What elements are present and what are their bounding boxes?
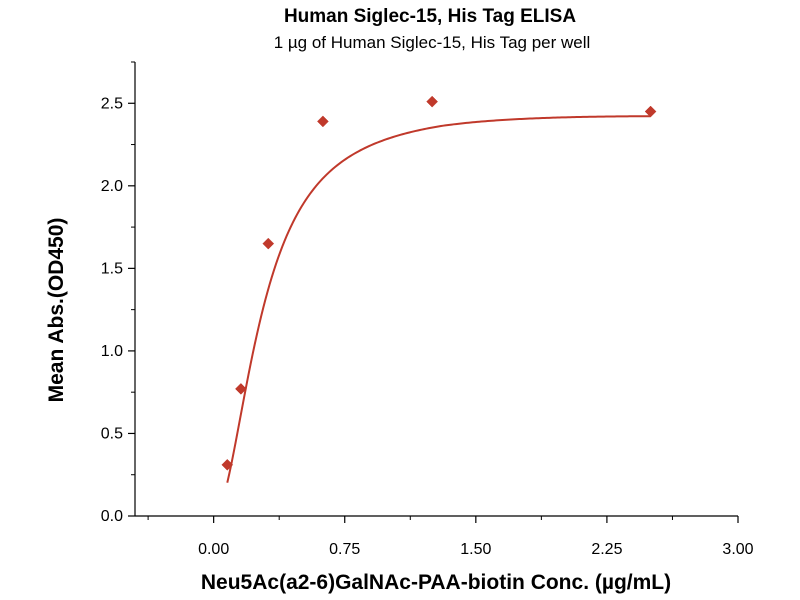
data-point <box>235 383 247 395</box>
chart-title: Human Siglec-15, His Tag ELISA <box>284 6 576 27</box>
y-tick-label: 1.5 <box>101 260 123 277</box>
y-tick-label: 2.5 <box>101 95 123 112</box>
chart-subtitle: 1 µg of Human Siglec-15, His Tag per wel… <box>274 33 591 52</box>
data-point <box>644 105 657 118</box>
x-tick-label: 2.25 <box>591 541 622 558</box>
x-tick-label: 1.50 <box>460 541 491 558</box>
x-ticks: 0.00 0.75 1.50 2.25 3.00 <box>147 516 754 558</box>
data-point <box>221 458 234 471</box>
y-tick-label: 1.0 <box>101 343 123 360</box>
x-tick-label: 3.00 <box>722 541 753 558</box>
y-tick-label: 0.5 <box>101 425 123 442</box>
data-point <box>262 237 275 250</box>
y-tick-label: 0.0 <box>101 508 123 525</box>
data-point <box>426 95 438 108</box>
series <box>221 95 657 483</box>
x-tick-label: 0.75 <box>329 541 360 558</box>
y-tick-label: 2.0 <box>101 178 123 195</box>
x-axis-label: Neu5Ac(a2-6)GalNAc-PAA-biotin Conc. (µg/… <box>201 571 671 594</box>
y-ticks: 0.0 0.5 1.0 1.5 2.0 2.5 <box>101 61 135 525</box>
y-axis-label: Mean Abs.(OD450) <box>45 218 68 403</box>
axes <box>134 62 738 517</box>
fit-curve <box>226 115 651 483</box>
data-point <box>317 115 329 128</box>
x-tick-label: 0.00 <box>198 541 229 558</box>
